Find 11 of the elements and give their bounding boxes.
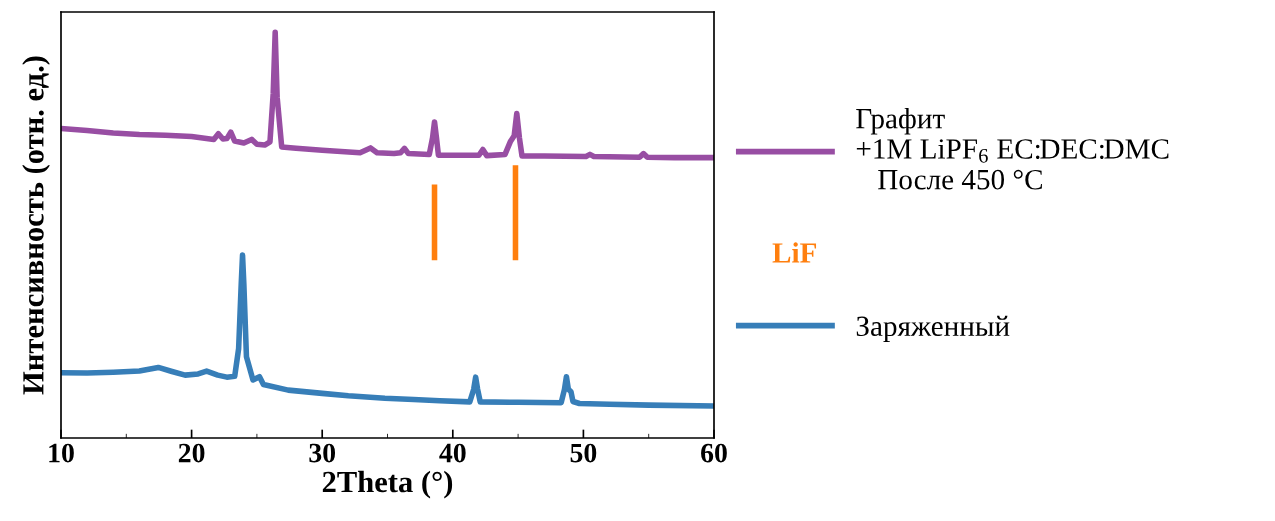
legend-label: Заряженный xyxy=(856,315,1010,343)
x-tick-label: 50 xyxy=(570,443,597,463)
text: LiF xyxy=(772,242,817,263)
x-axis-title: 2Theta (°) xyxy=(322,470,453,499)
x-tick-label: 30 xyxy=(309,443,336,463)
x-tick-label: 10 xyxy=(49,443,74,463)
x-tick-label: 40 xyxy=(439,443,466,463)
legend-label: Графит +1M LiPF$_{6}$ EC:DEC:DMC После 450 °C xyxy=(856,107,1169,190)
x-tick-label: 60 xyxy=(701,443,727,463)
y-axis-title: Интенсивность (отн. ед.) xyxy=(22,56,50,395)
x-tick-label: 20 xyxy=(178,443,205,463)
